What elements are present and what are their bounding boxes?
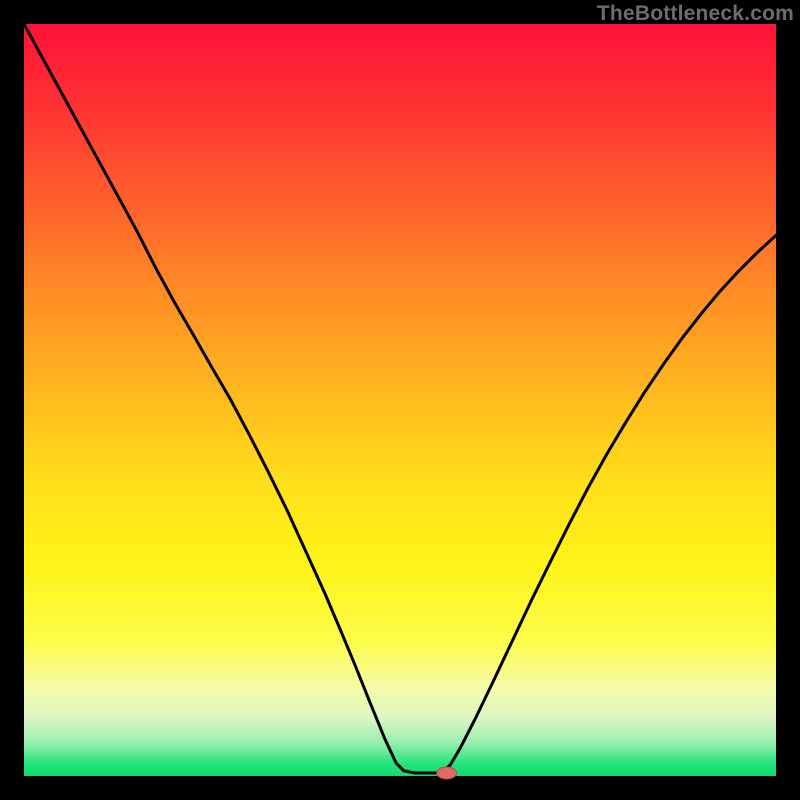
plot-area	[24, 24, 776, 776]
watermark-text: TheBottleneck.com	[597, 2, 794, 26]
optimal-point-marker	[437, 767, 457, 779]
chart-container: TheBottleneck.com	[0, 0, 800, 800]
bottleneck-curve-chart	[0, 0, 800, 800]
